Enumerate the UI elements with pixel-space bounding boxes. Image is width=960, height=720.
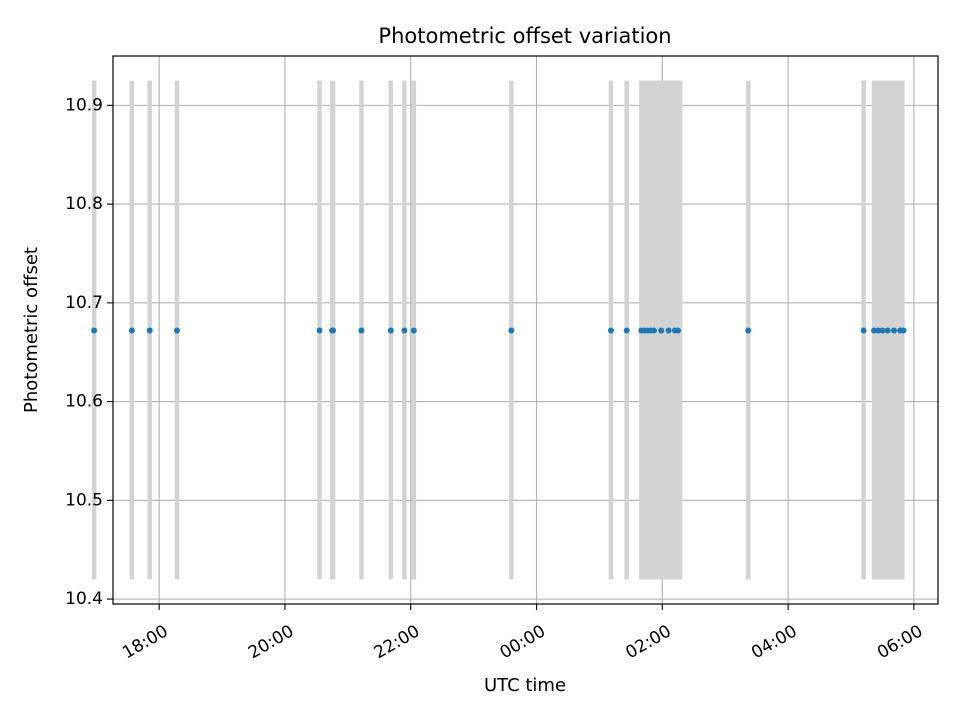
data-point (890, 327, 897, 334)
data-point (91, 327, 98, 334)
data-point (401, 327, 408, 334)
data-point (665, 327, 672, 334)
chart-title: Photometric offset variation (378, 24, 671, 48)
data-point (650, 327, 657, 334)
data-point (623, 327, 630, 334)
plot-frame (112, 55, 939, 605)
data-point (875, 327, 882, 334)
data-point (508, 327, 515, 334)
data-point (607, 327, 614, 334)
data-point (330, 327, 337, 334)
data-point (387, 327, 394, 334)
data-point (675, 327, 682, 334)
data-point (128, 327, 135, 334)
data-point (745, 327, 752, 334)
y-tick-label: 10.5 (65, 490, 103, 510)
y-tick-label: 10.9 (65, 95, 103, 115)
data-point (410, 327, 417, 334)
y-axis-label: Photometric offset (21, 247, 42, 413)
data-point (173, 327, 180, 334)
data-point (884, 327, 891, 334)
data-point (860, 327, 867, 334)
data-point (871, 327, 878, 334)
data-point (358, 327, 365, 334)
data-point (658, 327, 665, 334)
x-axis-label: UTC time (484, 675, 566, 696)
y-axis: 10.4 10.5 10.6 10.7 10.8 10.9 (65, 95, 113, 609)
data-point (900, 327, 907, 334)
y-tick-label: 10.4 (65, 589, 103, 609)
y-tick-label: 10.8 (65, 194, 103, 214)
data-point (316, 327, 323, 334)
y-tick-label: 10.7 (65, 293, 103, 313)
data-point (879, 327, 886, 334)
data-points (91, 327, 907, 334)
y-tick-label: 10.6 (65, 392, 103, 412)
data-point (146, 327, 153, 334)
